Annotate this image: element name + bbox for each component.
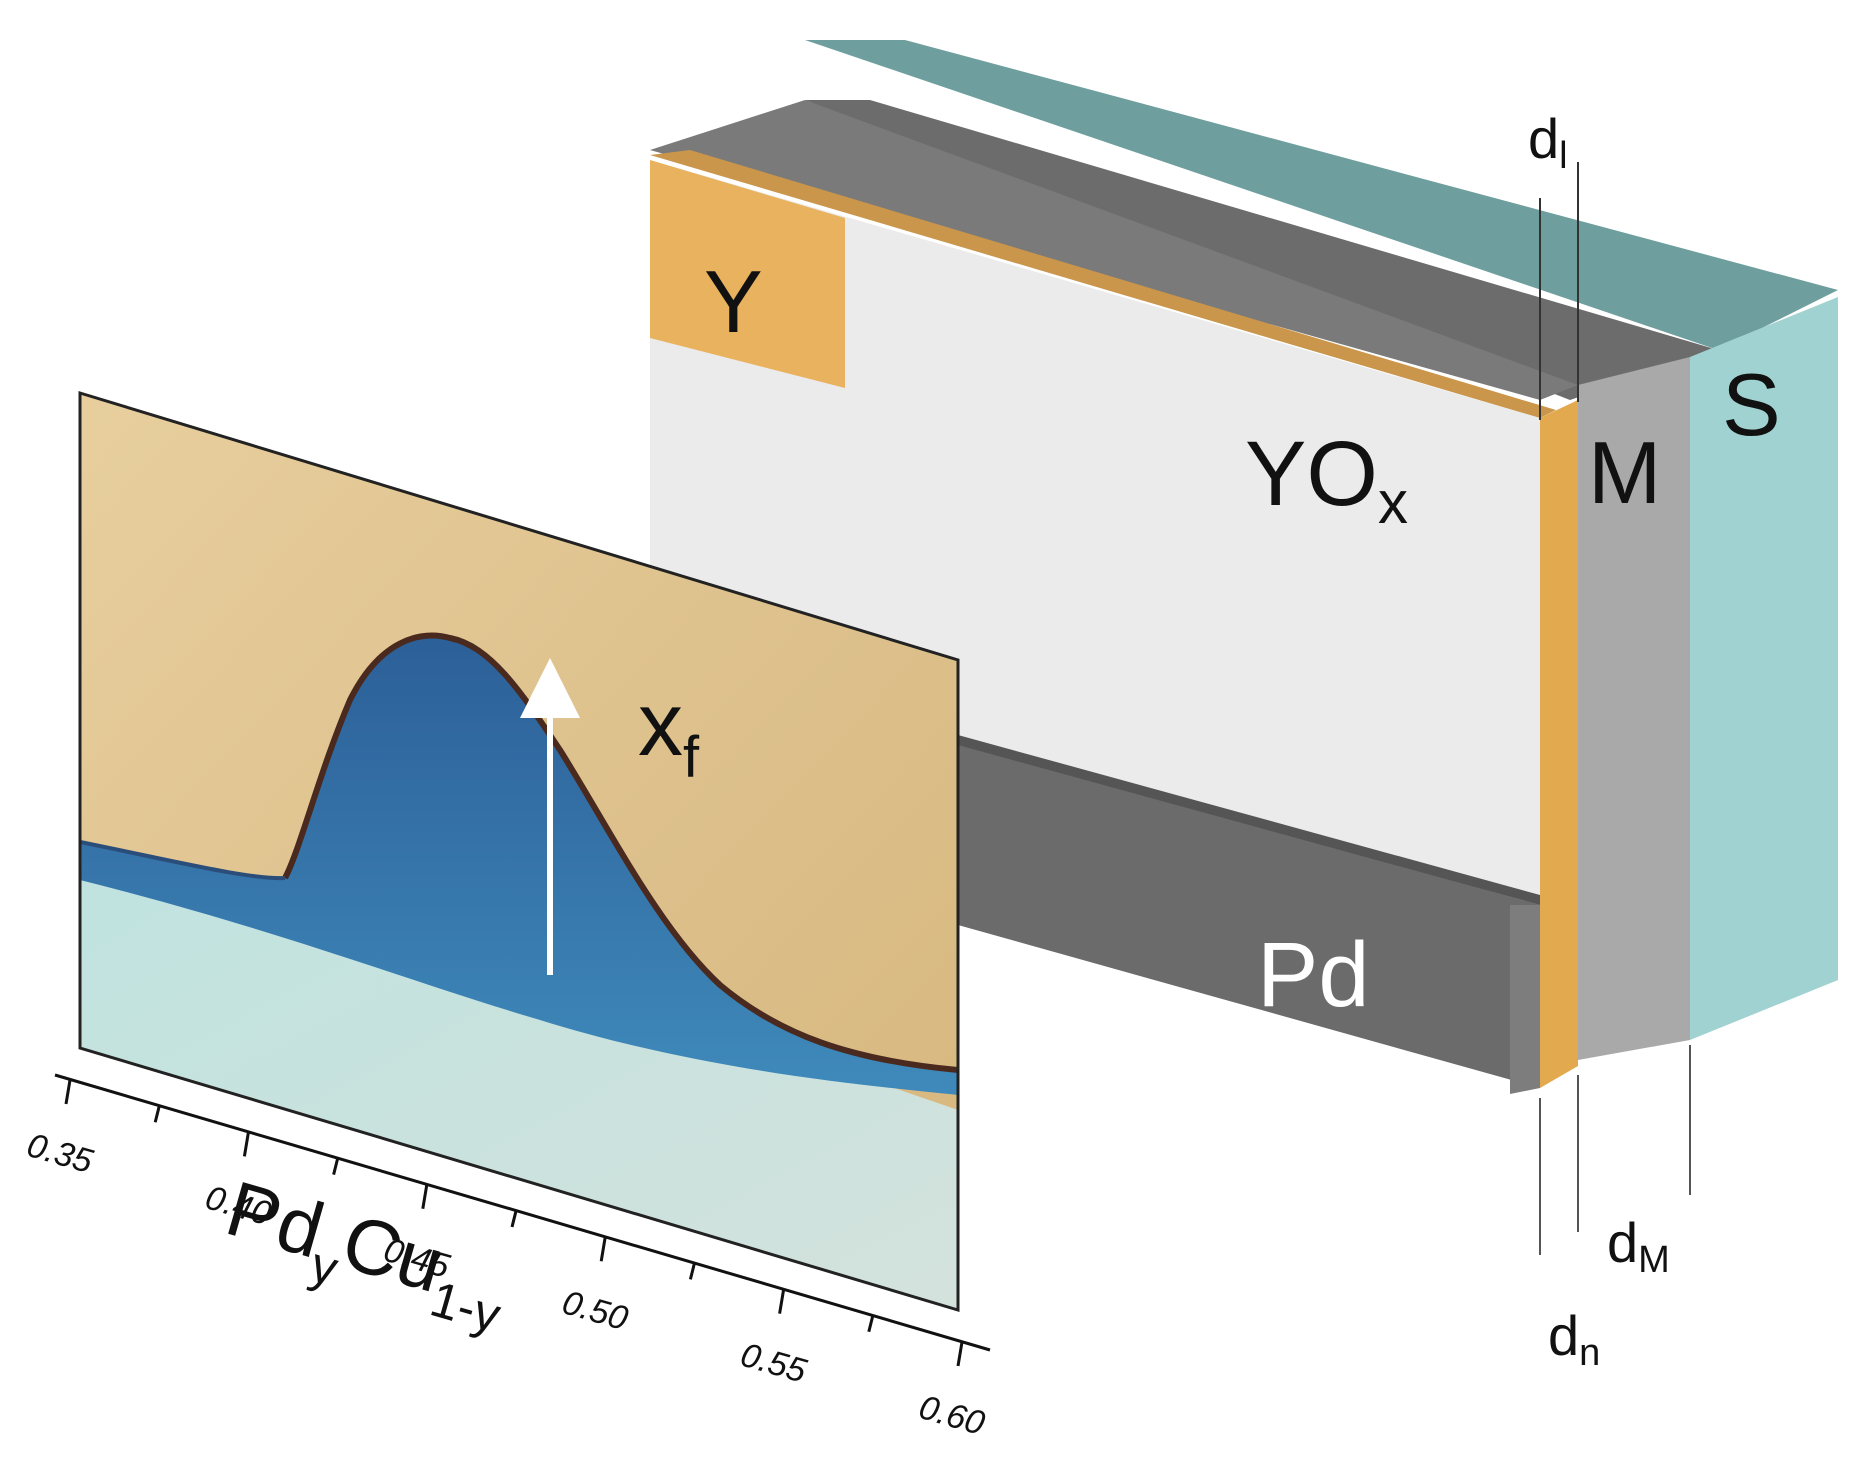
pd-edge bbox=[958, 735, 1540, 905]
pd-end bbox=[1510, 905, 1540, 1094]
axis-minor-tick bbox=[153, 1105, 161, 1123]
layer-stack: Y YOx Pd M S bbox=[650, 40, 1838, 1094]
label-dm: dM bbox=[1607, 1211, 1670, 1281]
axis-major-tick bbox=[242, 1132, 250, 1157]
label-yox: YOx bbox=[1245, 423, 1408, 536]
photo-border bbox=[78, 390, 960, 1313]
pd-top-band bbox=[650, 100, 1578, 400]
axis-major-tick bbox=[421, 1184, 429, 1210]
label-dl: dl bbox=[1528, 107, 1568, 177]
label-s: S bbox=[1722, 355, 1781, 454]
yox-face bbox=[650, 160, 1540, 905]
axis-major-tick bbox=[64, 1079, 72, 1105]
axis-tick-label: 0.35 bbox=[23, 1126, 97, 1181]
metal-layer-top bbox=[805, 100, 1718, 400]
label-y: Y bbox=[704, 252, 763, 351]
axis-minor-tick bbox=[332, 1158, 340, 1175]
metal-layer-side bbox=[1578, 357, 1690, 1060]
axis-tick-label: 0.50 bbox=[558, 1283, 632, 1338]
gold-side-layer bbox=[1540, 400, 1578, 1088]
substrate-top bbox=[805, 40, 1838, 350]
axis-minor-tick bbox=[867, 1315, 875, 1333]
label-pd: Pd bbox=[1257, 924, 1370, 1026]
axis-tick-label: 0.55 bbox=[736, 1336, 810, 1391]
axis-tick-label: 0.60 bbox=[915, 1388, 989, 1443]
axis-major-tick bbox=[778, 1289, 786, 1314]
axis-line bbox=[54, 1073, 991, 1352]
axis-minor-tick bbox=[510, 1210, 518, 1228]
thickness-markers: dl dM dn bbox=[1528, 107, 1691, 1374]
photo-upper-edge bbox=[80, 840, 286, 881]
axis-major-tick bbox=[956, 1341, 964, 1367]
axis-minor-tick bbox=[688, 1263, 696, 1280]
pd-front bbox=[958, 743, 1540, 1088]
substrate-side bbox=[1690, 297, 1838, 1040]
label-m: M bbox=[1588, 423, 1661, 522]
label-dn: dn bbox=[1548, 1304, 1600, 1374]
photo-blue-band bbox=[80, 635, 958, 1095]
axis-major-tick bbox=[599, 1236, 607, 1262]
label-xf: xf bbox=[638, 675, 700, 790]
axis-title: PdyCu1-y bbox=[213, 1164, 520, 1344]
y-top-strip bbox=[650, 150, 1556, 418]
y-block bbox=[650, 160, 845, 388]
